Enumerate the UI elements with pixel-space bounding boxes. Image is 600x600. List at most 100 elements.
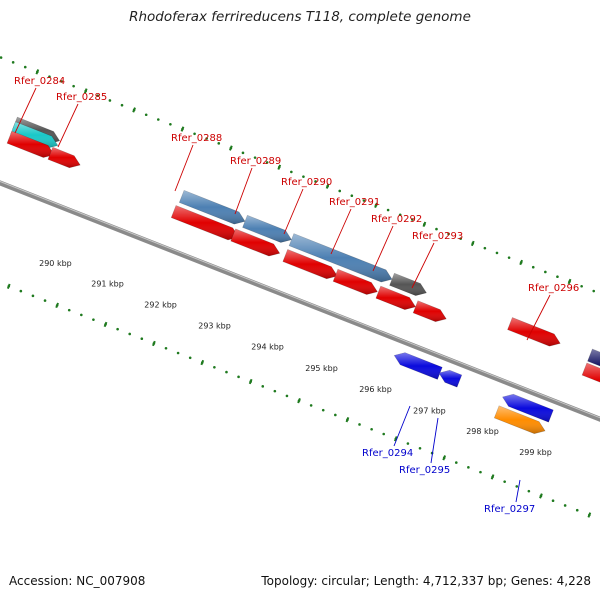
feature-arrow-shade xyxy=(582,363,600,383)
upper-dotted-ring-dot xyxy=(362,199,366,202)
gene-label: Rfer_0297 xyxy=(484,504,535,515)
lower-dotted-ring-tick xyxy=(55,302,59,309)
upper-dotted-ring-dot xyxy=(241,151,245,155)
upper-dotted-ring-dot xyxy=(11,61,15,64)
upper-dotted-ring-dot xyxy=(217,142,221,145)
lower-dotted-ring-dot xyxy=(285,394,289,398)
upper-dotted-ring-dot xyxy=(23,65,27,69)
upper-dotted-ring-dot xyxy=(193,132,196,136)
lower-dotted-ring-dot xyxy=(67,308,71,312)
upper-dotted-ring-tick xyxy=(180,126,185,132)
upper-dotted-ring-dot xyxy=(314,180,317,183)
upper-dotted-ring-dot xyxy=(435,227,438,231)
outer-dotted-tick-rings xyxy=(0,56,596,518)
leader-line xyxy=(330,208,352,255)
lower-dotted-ring-dot xyxy=(19,289,23,293)
feature-arrow-shade xyxy=(171,205,239,240)
upper-dotted-ring-dot xyxy=(483,246,487,250)
lower-dotted-ring-tick xyxy=(587,512,592,518)
lower-dotted-ring-tick xyxy=(539,493,543,499)
scale-label: 298 kbp xyxy=(466,427,499,436)
upper-dotted-ring-dot xyxy=(96,94,100,97)
feature-arrow-shade xyxy=(48,147,81,168)
lower-dotted-ring-dot xyxy=(575,508,579,512)
leader-line xyxy=(411,242,435,289)
upper-dotted-ring-dot xyxy=(410,218,414,221)
feature-arrow-shade xyxy=(230,228,280,257)
lower-dotted-ring-dot xyxy=(551,499,555,503)
upper-dotted-ring-tick xyxy=(35,69,40,75)
upper-dotted-ring-dot xyxy=(72,84,75,88)
feature-layer xyxy=(6,116,600,434)
backbone-line xyxy=(0,180,600,422)
feature-arrow-shade xyxy=(375,286,416,310)
upper-dotted-ring-tick xyxy=(132,107,136,113)
upper-dotted-ring-dot xyxy=(169,122,172,126)
lower-dotted-ring-tick xyxy=(6,283,11,289)
lower-dotted-ring-dot xyxy=(164,346,168,350)
lower-dotted-ring-dot xyxy=(321,408,325,412)
feature-arrow-shade xyxy=(10,121,58,149)
lower-dotted-ring-dot xyxy=(273,389,277,393)
lower-dotted-ring-dot xyxy=(358,423,361,426)
leader-line xyxy=(515,479,521,503)
lower-dotted-ring-dot xyxy=(237,375,240,379)
lower-dotted-ring-dot xyxy=(176,351,180,355)
gene-label: Rfer_0285 xyxy=(56,92,107,103)
upper-dotted-ring-dot xyxy=(205,137,208,140)
lower-dotted-ring-dot xyxy=(382,432,386,436)
feature-arrow-shade xyxy=(333,269,378,295)
feature-arrow-shade xyxy=(494,405,546,434)
scale-label: 290 kbp xyxy=(39,259,72,268)
upper-dotted-ring-dot xyxy=(507,256,511,259)
feature-arrow-shade xyxy=(394,352,443,380)
upper-dotted-ring-dot xyxy=(0,56,3,59)
lower-dotted-ring-tick xyxy=(200,359,205,366)
lower-dotted-ring-dot xyxy=(140,337,144,341)
lower-dotted-ring-tick xyxy=(103,321,108,328)
lower-dotted-ring-dot xyxy=(261,385,265,388)
feature-arrow-shade xyxy=(282,249,338,279)
upper-dotted-ring-dot xyxy=(350,194,354,198)
upper-dotted-ring-tick xyxy=(470,240,475,247)
upper-dotted-ring-dot xyxy=(265,161,269,164)
leader-line xyxy=(526,294,551,341)
lower-dotted-ring-dot xyxy=(80,313,83,317)
lower-dotted-ring-dot xyxy=(370,427,373,431)
upper-dotted-ring-dot xyxy=(338,189,342,193)
lower-dotted-ring-dot xyxy=(334,413,337,417)
upper-dotted-ring-dot xyxy=(531,265,535,269)
map-title: Rhodoferax ferrireducens T118, complete … xyxy=(129,9,471,25)
lower-dotted-ring-tick xyxy=(490,474,495,480)
gene-label: Rfer_0290 xyxy=(281,177,332,188)
lower-dotted-ring-tick xyxy=(345,417,350,423)
scale-label: 295 kbp xyxy=(305,364,338,373)
feature-arrow-shade xyxy=(413,300,447,322)
upper-dotted-ring-dot xyxy=(144,113,148,117)
feature-arrow-shade xyxy=(7,131,55,158)
feature-arrow-shade xyxy=(502,394,554,423)
gene-label: Rfer_0294 xyxy=(362,448,413,459)
upper-dotted-ring-dot xyxy=(580,284,583,288)
upper-dotted-ring-tick xyxy=(83,88,88,94)
upper-dotted-ring-dot xyxy=(447,232,450,236)
feature-arrow-shade xyxy=(389,273,427,296)
gene-label: Rfer_0295 xyxy=(399,465,450,476)
gene-label: Rfer_0292 xyxy=(371,214,422,225)
upper-dotted-ring-dot xyxy=(544,270,547,274)
leader-line xyxy=(283,188,304,235)
scale-label: 292 kbp xyxy=(144,300,177,309)
scale-label: 297 kbp xyxy=(413,406,446,415)
lower-dotted-ring-dot xyxy=(503,480,506,483)
upper-dotted-ring-dot xyxy=(556,275,559,279)
upper-dotted-ring-dot xyxy=(495,251,499,255)
leader-line xyxy=(372,225,394,272)
lower-dotted-ring-tick xyxy=(393,436,398,442)
upper-dotted-ring-tick xyxy=(567,278,572,285)
leader-line xyxy=(393,405,411,447)
lower-dotted-ring-dot xyxy=(309,404,313,407)
gene-label: Rfer_0284 xyxy=(14,76,65,87)
lower-dotted-ring-dot xyxy=(527,489,531,493)
scale-label: 291 kbp xyxy=(91,280,124,289)
leader-line xyxy=(174,144,194,192)
